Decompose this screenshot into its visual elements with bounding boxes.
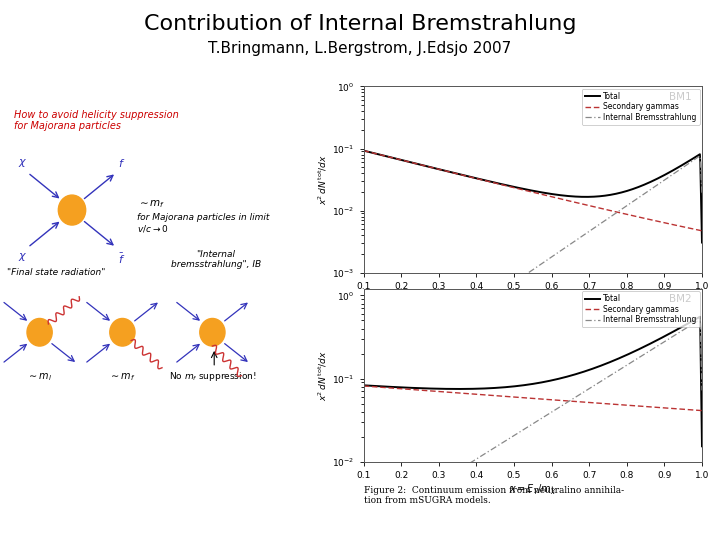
- Text: for Majorana particles in limit
$v/c \to 0$: for Majorana particles in limit $v/c \to…: [137, 213, 269, 234]
- Secondary gammas: [575, 399, 583, 405]
- Internal Bremsstrahlung: [556, 403, 564, 410]
- Text: $\sim m_l$: $\sim m_l$: [27, 371, 53, 382]
- Internal Bremsstrahlung: [651, 183, 660, 190]
- Text: T.Bringmann, L.Bergstrom, J.Edsjo 2007: T.Bringmann, L.Bergstrom, J.Edsjo 2007: [208, 40, 512, 56]
- Circle shape: [58, 195, 86, 225]
- Total: [651, 338, 660, 345]
- Y-axis label: $x^2\,dN^{\,\rm tot}/dx$: $x^2\,dN^{\,\rm tot}/dx$: [317, 350, 330, 401]
- Line: Internal Bremsstrahlung: Internal Bremsstrahlung: [364, 320, 702, 529]
- Total: [575, 370, 583, 376]
- Text: Contribution of Internal Bremstrahlung: Contribution of Internal Bremstrahlung: [144, 14, 576, 33]
- Text: $\sim m_f$: $\sim m_f$: [137, 198, 165, 210]
- Total: [380, 383, 389, 390]
- Line: Total: Total: [364, 151, 702, 242]
- Text: "Final state radiation": "Final state radiation": [6, 268, 105, 277]
- Secondary gammas: [564, 398, 573, 404]
- Text: $f$: $f$: [118, 157, 125, 168]
- Secondary gammas: [698, 227, 706, 234]
- Secondary gammas: [380, 384, 389, 391]
- Total: [616, 190, 624, 196]
- Internal Bremsstrahlung: [698, 387, 706, 394]
- Secondary gammas: [359, 383, 368, 389]
- Total: [698, 239, 706, 246]
- Total: [359, 382, 368, 389]
- Total: [575, 193, 583, 200]
- Internal Bremsstrahlung: [616, 366, 624, 373]
- Internal Bremsstrahlung: [564, 242, 573, 248]
- Total: [616, 355, 624, 361]
- Text: $\bar{f}$: $\bar{f}$: [118, 252, 125, 266]
- Text: $\sim m_f$: $\sim m_f$: [109, 371, 136, 382]
- Circle shape: [200, 319, 225, 346]
- Text: Figure 2:  Continuum emission from neutralino annihila-
tion from mSUGRA models.: Figure 2: Continuum emission from neutra…: [364, 486, 624, 505]
- Secondary gammas: [616, 402, 624, 408]
- Internal Bremsstrahlung: [575, 235, 583, 241]
- Total: [380, 152, 389, 159]
- Text: "Internal
bremsstrahlung", IB: "Internal bremsstrahlung", IB: [171, 250, 261, 269]
- Line: Internal Bremsstrahlung: Internal Bremsstrahlung: [364, 156, 702, 385]
- Secondary gammas: [359, 147, 368, 154]
- Text: BM2: BM2: [669, 294, 692, 304]
- Line: Secondary gammas: Secondary gammas: [364, 386, 702, 410]
- Internal Bremsstrahlung: [359, 526, 368, 532]
- Text: $\chi$: $\chi$: [17, 252, 27, 264]
- Secondary gammas: [575, 200, 583, 206]
- Legend: Total, Secondary gammas, Internal Bremsstrahlung: Total, Secondary gammas, Internal Bremss…: [582, 291, 700, 327]
- Total: [556, 375, 564, 382]
- Total: [696, 314, 704, 320]
- Internal Bremsstrahlung: [575, 392, 583, 398]
- Secondary gammas: [556, 195, 564, 202]
- Y-axis label: $x^2\,dN^{\,\rm tot}/dx$: $x^2\,dN^{\,\rm tot}/dx$: [317, 154, 330, 205]
- Internal Bremsstrahlung: [616, 207, 624, 213]
- Secondary gammas: [616, 210, 624, 216]
- Internal Bremsstrahlung: [359, 382, 368, 388]
- X-axis label: $x = E_\gamma/m_\chi$: $x = E_\gamma/m_\chi$: [509, 483, 557, 497]
- Secondary gammas: [564, 198, 573, 204]
- Secondary gammas: [380, 152, 389, 159]
- Internal Bremsstrahlung: [698, 192, 706, 198]
- Total: [698, 443, 706, 449]
- Total: [651, 177, 660, 183]
- Internal Bremsstrahlung: [380, 513, 389, 519]
- Internal Bremsstrahlung: [380, 368, 389, 374]
- Internal Bremsstrahlung: [696, 316, 704, 323]
- Text: How to avoid helicity suppression
for Majorana particles: How to avoid helicity suppression for Ma…: [14, 110, 179, 131]
- Secondary gammas: [651, 218, 660, 224]
- Internal Bremsstrahlung: [564, 398, 573, 404]
- Text: BM1: BM1: [669, 92, 692, 102]
- Circle shape: [27, 319, 53, 346]
- Total: [556, 192, 564, 198]
- Total: [564, 373, 573, 380]
- Internal Bremsstrahlung: [651, 345, 660, 351]
- Internal Bremsstrahlung: [556, 248, 564, 254]
- Circle shape: [110, 319, 135, 346]
- Text: $\chi$: $\chi$: [17, 157, 27, 168]
- Secondary gammas: [651, 404, 660, 410]
- Line: Secondary gammas: Secondary gammas: [364, 151, 702, 231]
- X-axis label: $x = E_\gamma/m_\chi$: $x = E_\gamma/m_\chi$: [509, 294, 557, 308]
- Text: No $m_f$ suppression!: No $m_f$ suppression!: [168, 370, 256, 383]
- Secondary gammas: [698, 407, 706, 414]
- Total: [359, 147, 368, 154]
- Legend: Total, Secondary gammas, Internal Bremsstrahlung: Total, Secondary gammas, Internal Bremss…: [582, 89, 700, 125]
- Line: Total: Total: [364, 317, 702, 446]
- Total: [564, 193, 573, 199]
- Secondary gammas: [556, 397, 564, 403]
- Internal Bremsstrahlung: [696, 153, 704, 159]
